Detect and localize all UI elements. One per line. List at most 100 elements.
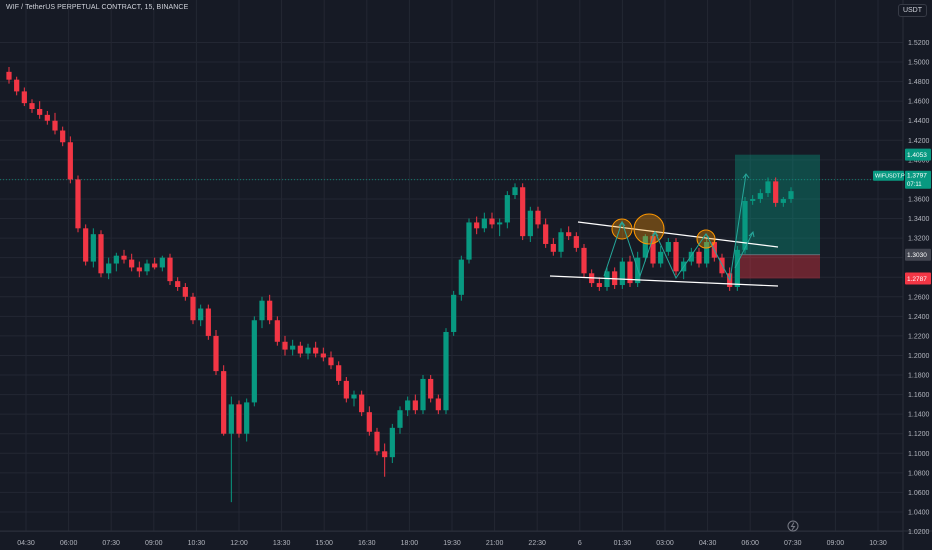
candle-body [642, 236, 648, 258]
candle-body [742, 200, 748, 250]
candle-body [44, 114, 50, 121]
x-tick-label: 10:30 [188, 540, 206, 547]
candle-body [129, 259, 135, 268]
candle-body [366, 412, 372, 432]
candle-body [412, 400, 418, 411]
arrow-head-icon [748, 230, 755, 238]
candle-body [259, 300, 265, 321]
candle-body [328, 357, 334, 366]
symbol-label: WIFUSDT.P [875, 174, 905, 180]
candle-body [788, 191, 794, 199]
candle-body [21, 91, 27, 104]
target-price-label: 1.4053 [907, 152, 927, 159]
y-tick-label: 1.3200 [908, 236, 930, 243]
candle-body [535, 210, 541, 225]
candle-body [336, 365, 342, 381]
candle-body [98, 234, 104, 274]
candle-body [60, 130, 66, 143]
candle-body [581, 247, 587, 274]
candle-body [757, 193, 763, 199]
candle-body [443, 331, 449, 411]
candle-body [90, 234, 96, 262]
x-tick-label: 07:30 [784, 540, 802, 547]
arrow-head-icon [618, 221, 626, 227]
candle-body [106, 263, 112, 274]
y-tick-label: 1.4200 [908, 138, 930, 145]
candle-body [489, 218, 495, 225]
candle-body [182, 287, 188, 297]
y-tick-label: 1.1000 [908, 451, 930, 458]
candle-body [596, 283, 602, 287]
currency-button[interactable]: USDT [897, 4, 927, 17]
y-tick-label: 1.1600 [908, 392, 930, 399]
candle-body [704, 242, 710, 264]
candle-body [604, 271, 610, 287]
candle-body [282, 341, 288, 350]
current-price-label: 1.3797 [907, 173, 927, 180]
lightning-bolt-icon [790, 522, 796, 531]
candle-body [550, 243, 556, 252]
arrow-head-icon [651, 231, 659, 237]
x-tick-label: 6 [578, 540, 582, 547]
candle-body [435, 398, 441, 411]
candle-body [136, 267, 142, 272]
entry-price-label-bg [905, 248, 931, 261]
candle-body [558, 232, 564, 252]
x-tick-label: 07:30 [102, 540, 120, 547]
candle-body [190, 296, 196, 321]
candle-body [75, 179, 81, 229]
x-tick-label: 13:30 [273, 540, 291, 547]
candle-body [420, 378, 426, 411]
candle-body [244, 402, 250, 434]
candle-body [205, 308, 211, 336]
candle-body [167, 257, 173, 282]
candle-body [152, 263, 158, 268]
candle-body [497, 222, 503, 225]
candle-body [543, 224, 549, 244]
candle-body [458, 259, 464, 295]
x-tick-label: 22:30 [528, 540, 546, 547]
countdown-label: 07:11 [907, 182, 922, 188]
x-tick-label: 09:00 [145, 540, 163, 547]
stop-price-label: 1.2787 [907, 276, 927, 283]
y-tick-label: 1.4800 [908, 79, 930, 86]
arrow-head-icon [702, 233, 710, 239]
candle-body [765, 181, 771, 194]
y-tick-label: 1.2000 [908, 353, 930, 360]
x-tick-label: 10:30 [869, 540, 887, 547]
candle-body [274, 320, 280, 342]
candle-body [67, 142, 73, 180]
candle-body [121, 255, 127, 260]
y-tick-label: 1.1200 [908, 431, 930, 438]
candle-body [658, 251, 664, 264]
zigzag-path [603, 173, 747, 282]
channel-lower-line [549, 275, 779, 287]
candle-body [520, 187, 526, 237]
arrow-head-icon [742, 173, 750, 179]
candle-body [351, 394, 357, 399]
x-tick-label: 12:00 [230, 540, 248, 547]
candle-body [451, 294, 457, 332]
stop-zone [735, 254, 820, 279]
candle-body [750, 198, 756, 201]
candle-body [113, 255, 119, 264]
candle-body [397, 410, 403, 428]
candle-body [320, 353, 326, 358]
candle-body [175, 281, 181, 287]
candle-body [627, 261, 633, 284]
x-tick-label: 09:00 [827, 540, 845, 547]
candle-body [374, 431, 380, 452]
y-tick-label: 1.2200 [908, 333, 930, 340]
candle-body [474, 222, 480, 229]
candle-body [650, 236, 656, 264]
candle-body [612, 271, 618, 286]
candle-body [37, 109, 43, 115]
x-tick-label: 21:00 [486, 540, 504, 547]
candle-body [198, 308, 204, 321]
candle-body [619, 261, 625, 286]
current-price-bg [905, 170, 931, 189]
chart-title: WIF / TetherUS PERPETUAL CONTRACT, 15, B… [6, 4, 189, 11]
candle-body [566, 232, 572, 237]
candle-body [290, 345, 296, 350]
